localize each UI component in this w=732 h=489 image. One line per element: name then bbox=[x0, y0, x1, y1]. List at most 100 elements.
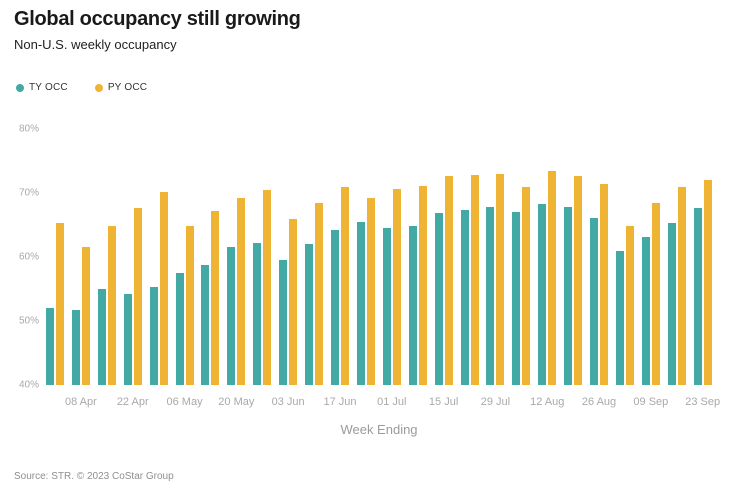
bar-group bbox=[356, 198, 375, 385]
y-axis-tick-label: 70% bbox=[18, 187, 39, 199]
bar-group bbox=[227, 198, 246, 385]
x-axis-slot bbox=[253, 396, 271, 410]
legend-dot-icon bbox=[94, 83, 103, 92]
ty-occ-bar bbox=[253, 242, 262, 385]
x-axis-slot: 29 Jul bbox=[481, 396, 510, 410]
py-occ-bar bbox=[81, 247, 90, 385]
ty-occ-bar bbox=[590, 217, 599, 385]
y-axis-tick-label: 80% bbox=[18, 123, 39, 135]
x-axis-slot: 06 May bbox=[166, 396, 202, 410]
bar-group bbox=[279, 219, 298, 385]
py-occ-bar bbox=[444, 176, 453, 385]
py-occ-bar bbox=[418, 185, 427, 385]
py-occ-bar bbox=[289, 219, 298, 385]
ty-occ-bar bbox=[641, 236, 650, 385]
bar-group bbox=[253, 190, 272, 385]
bar-group bbox=[46, 223, 64, 385]
py-occ-bar bbox=[470, 175, 479, 385]
x-axis-slot: 20 May bbox=[218, 396, 254, 410]
x-axis-slot bbox=[668, 396, 686, 410]
x-axis-slot: 12 Aug bbox=[530, 396, 564, 410]
ty-occ-bar bbox=[149, 287, 158, 385]
legend-label: TY OCC bbox=[29, 82, 68, 93]
x-axis-slot: 23 Sep bbox=[685, 396, 720, 410]
y-axis-tick-label: 40% bbox=[18, 379, 39, 391]
x-axis-slot: 01 Jul bbox=[377, 396, 406, 410]
x-axis-tick-label: 03 Jun bbox=[271, 396, 305, 408]
py-occ-bar bbox=[56, 223, 64, 385]
x-axis-slot: 26 Aug bbox=[582, 396, 616, 410]
x-axis-tick-label: 26 Aug bbox=[581, 396, 617, 408]
ty-occ-bar bbox=[71, 310, 80, 385]
py-occ-bar bbox=[625, 225, 634, 385]
x-axis-slot bbox=[512, 396, 530, 410]
y-axis-tick-label: 60% bbox=[18, 251, 39, 263]
x-axis-title: Week Ending bbox=[340, 422, 418, 437]
legend-item: PY OCC bbox=[94, 82, 148, 93]
ty-occ-bar bbox=[46, 307, 54, 385]
x-axis-slot bbox=[305, 396, 323, 410]
x-axis-slot: 08 Apr bbox=[65, 396, 97, 410]
x-axis-slot bbox=[150, 396, 168, 410]
py-occ-bar bbox=[315, 202, 324, 385]
py-occ-bar bbox=[600, 184, 609, 385]
bar-group bbox=[486, 173, 505, 385]
plot-area bbox=[46, 129, 712, 385]
py-occ-bar bbox=[496, 173, 505, 385]
x-axis-slot bbox=[357, 396, 375, 410]
bar-group bbox=[305, 202, 324, 385]
py-occ-bar bbox=[651, 202, 660, 385]
x-axis-tick-label: 06 May bbox=[166, 396, 203, 408]
bar-group bbox=[434, 176, 453, 385]
bar-group bbox=[460, 175, 479, 385]
ty-occ-bar bbox=[667, 223, 676, 385]
py-occ-bar bbox=[677, 187, 686, 385]
ty-occ-bar bbox=[330, 230, 339, 385]
bar-group bbox=[123, 207, 142, 385]
bar-group bbox=[641, 202, 660, 385]
x-axis-slot: 09 Sep bbox=[633, 396, 668, 410]
ty-occ-bar bbox=[434, 212, 443, 385]
ty-occ-bar bbox=[564, 207, 573, 385]
py-occ-bar bbox=[211, 210, 220, 385]
py-occ-bar bbox=[574, 175, 583, 385]
bar-group bbox=[149, 191, 168, 385]
py-occ-bar bbox=[522, 186, 531, 385]
py-occ-bar bbox=[133, 207, 142, 385]
py-occ-bar bbox=[548, 170, 557, 385]
ty-occ-bar bbox=[382, 227, 391, 385]
py-occ-bar bbox=[340, 187, 349, 385]
bar-group bbox=[408, 185, 427, 385]
bar-group bbox=[590, 184, 609, 385]
py-occ-bar bbox=[159, 191, 168, 385]
ty-occ-bar bbox=[538, 203, 547, 385]
ty-occ-bar bbox=[97, 289, 106, 385]
py-occ-bar bbox=[237, 198, 246, 385]
x-axis-tick-label: 12 Aug bbox=[530, 396, 565, 408]
x-axis-slot bbox=[564, 396, 582, 410]
x-axis-slot: 22 Apr bbox=[117, 396, 149, 410]
legend-item: TY OCC bbox=[16, 82, 68, 93]
bar-group bbox=[175, 226, 194, 385]
ty-occ-bar bbox=[512, 211, 521, 385]
x-axis-labels: 08 Apr 22 Apr 06 May 20 May 03 Jun 17 Jun 01 J… bbox=[46, 396, 720, 410]
bar-group bbox=[615, 225, 634, 385]
x-axis-slot bbox=[461, 396, 479, 410]
bar-group bbox=[564, 175, 583, 385]
x-axis-slot: 03 Jun bbox=[272, 396, 305, 410]
x-axis-tick-label: 17 Jun bbox=[323, 396, 357, 408]
legend-label: PY OCC bbox=[107, 82, 148, 93]
py-occ-bar bbox=[703, 179, 712, 385]
ty-occ-bar bbox=[227, 246, 236, 385]
bar-group bbox=[667, 187, 686, 385]
bar-group bbox=[330, 187, 349, 385]
py-occ-bar bbox=[366, 198, 375, 385]
x-axis-tick-label: 08 Apr bbox=[65, 396, 97, 408]
x-axis-tick-label: 23 Sep bbox=[685, 396, 721, 408]
x-axis-tick-label: 22 Apr bbox=[116, 396, 149, 408]
ty-occ-bar bbox=[408, 225, 417, 385]
chart-legend: TY OCC PY OCC bbox=[16, 82, 147, 93]
x-axis-tick-label: 20 May bbox=[218, 396, 255, 408]
y-axis-tick-label: 50% bbox=[18, 315, 39, 327]
x-axis-slot: 17 Jun bbox=[323, 396, 356, 410]
